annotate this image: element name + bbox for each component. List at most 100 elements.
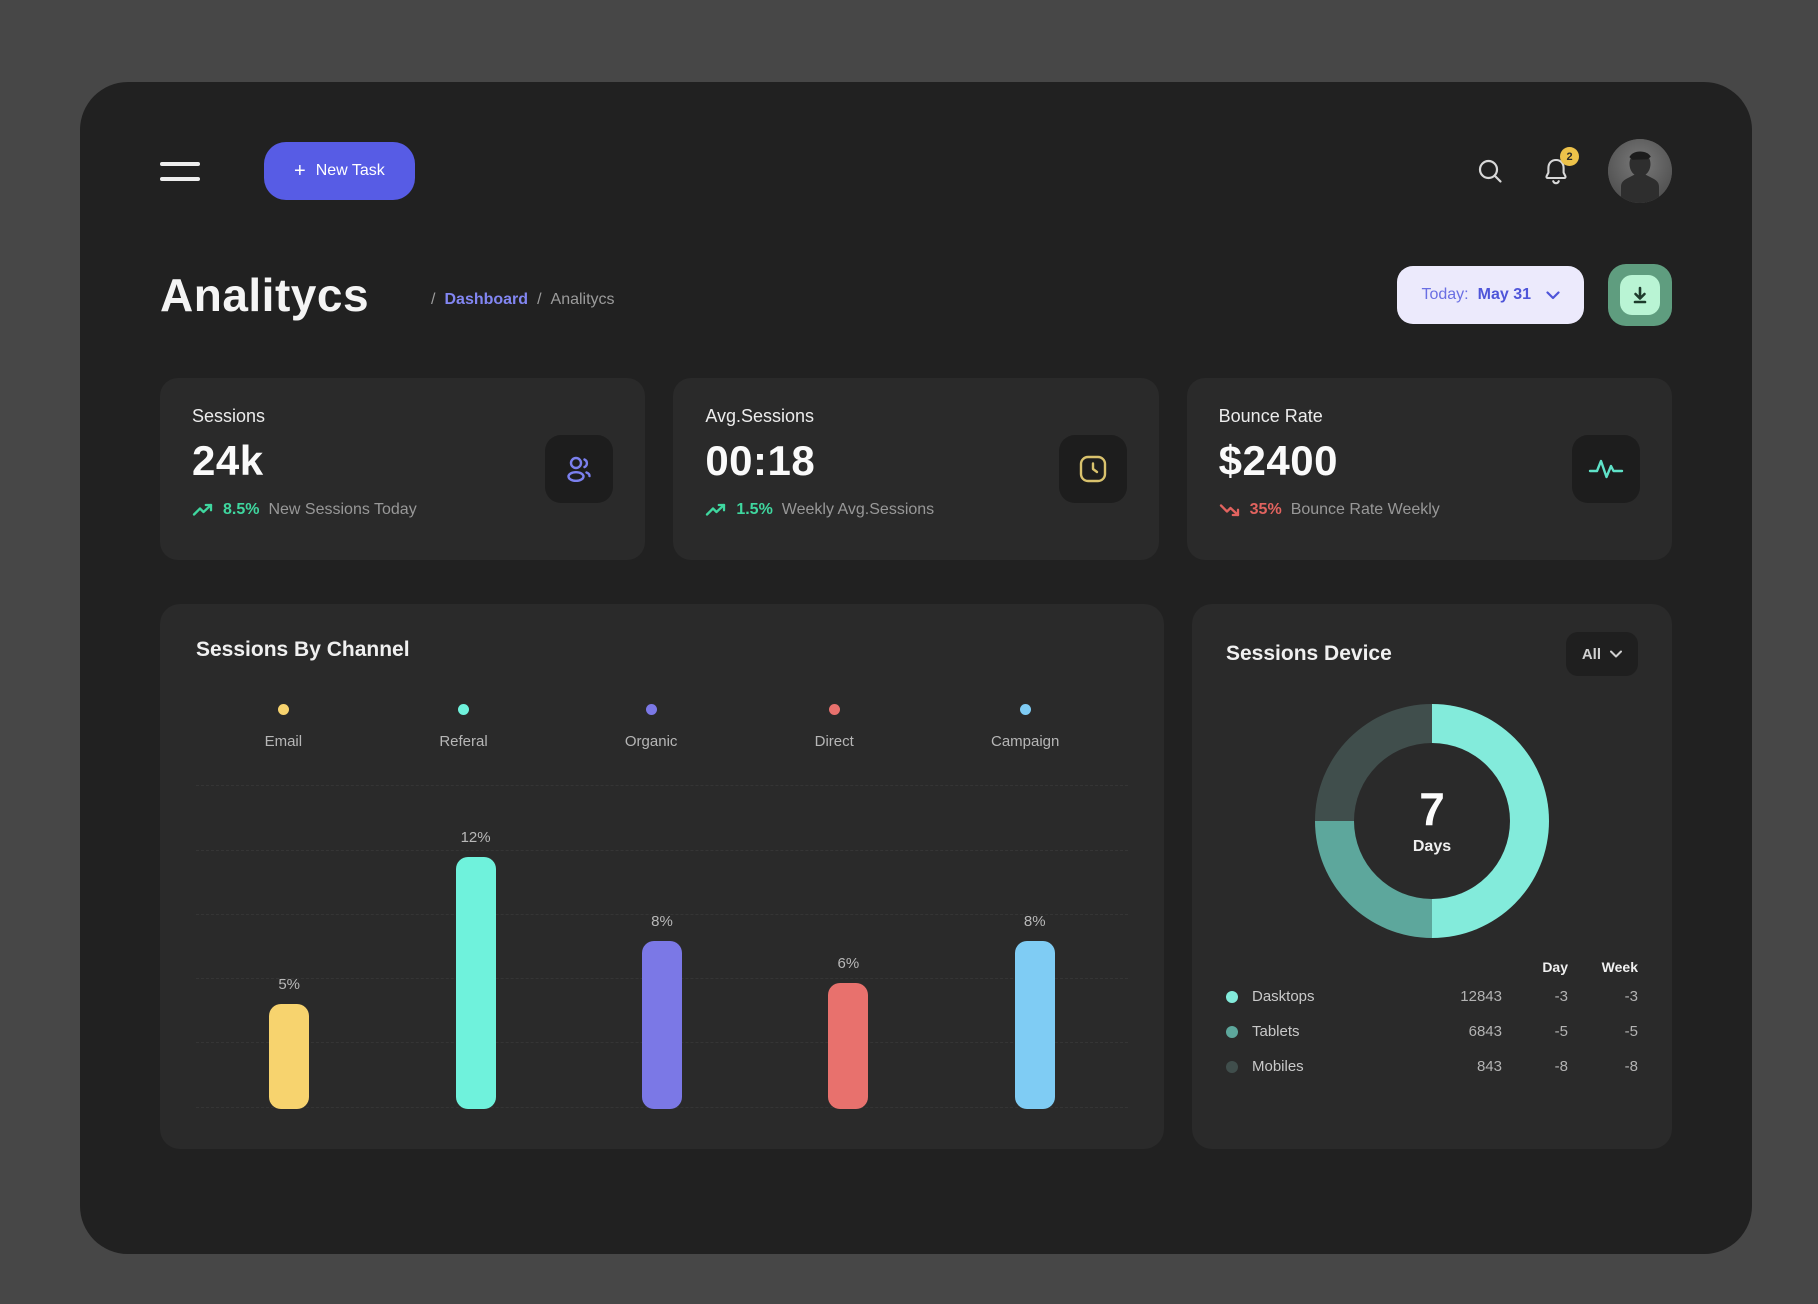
avatar-photo	[1608, 139, 1672, 203]
stat-icon-tile	[545, 435, 614, 503]
stat-delta: 1.5% Weekly Avg.Sessions	[705, 501, 934, 519]
legend-dot	[645, 704, 657, 715]
legend-label: Direct	[814, 733, 854, 750]
stat-info: Avg.Sessions 00:18 1.5% Weekly Avg.Sessi…	[705, 406, 934, 532]
legend-item-organic: Organic	[624, 704, 678, 750]
head-actions: Today: May 31	[1397, 264, 1672, 326]
device-value: 12843	[1460, 988, 1502, 1005]
stat-card-bounce-rate: Bounce Rate $2400 35% Bounce Rate Weekly	[1186, 378, 1672, 560]
page-title: Analitycs	[160, 269, 370, 321]
clock-icon	[1079, 455, 1106, 483]
date-filter-prefix: Today:	[1421, 286, 1469, 303]
new-task-button[interactable]: + New Task	[264, 142, 415, 200]
device-week-delta: -5	[1624, 1023, 1638, 1040]
device-value: 6843	[1468, 1023, 1502, 1040]
device-week-delta: -8	[1624, 1058, 1638, 1075]
menu-bar	[160, 161, 200, 166]
device-table-header: Day Week	[1226, 950, 1638, 979]
device-name: Mobiles	[1252, 1058, 1304, 1075]
charts-row: Sessions By Channel Email Referal Organi…	[160, 604, 1672, 1149]
bar-referal: 12%	[455, 829, 496, 1109]
date-filter-value: May 31	[1477, 286, 1531, 303]
legend-dot	[1019, 704, 1031, 715]
legend-label: Referal	[439, 733, 488, 750]
legend-label: Campaign	[990, 733, 1060, 750]
stat-info: Bounce Rate $2400 35% Bounce Rate Weekly	[1219, 406, 1440, 532]
bar-value-label: 5%	[278, 976, 301, 993]
stat-delta-value: 1.5%	[736, 501, 773, 518]
legend-label: Email	[264, 733, 303, 750]
bar-shape	[269, 1004, 310, 1109]
device-row-desktops: Dasktops 12843 -3 -3	[1226, 979, 1638, 1014]
notifications-button[interactable]: 2	[1542, 147, 1579, 186]
breadcrumb-dashboard-link[interactable]: Dashboard	[444, 291, 529, 308]
stat-info: Sessions 24k 8.5% New Sessions Today	[192, 406, 417, 532]
trend-up-icon	[192, 503, 213, 516]
stat-title: Bounce Rate	[1218, 406, 1323, 426]
sessions-device-card: Sessions Device All 7 Days	[1192, 604, 1672, 1149]
download-button[interactable]	[1608, 264, 1672, 326]
stat-delta-value: 8.5%	[223, 501, 260, 518]
device-filter-value: All	[1581, 645, 1601, 663]
stat-delta: 35% Bounce Rate Weekly	[1219, 501, 1440, 519]
legend-dot	[277, 704, 289, 715]
stat-delta-label: Weekly Avg.Sessions	[781, 501, 935, 518]
device-filter-dropdown[interactable]: All	[1565, 632, 1638, 676]
new-task-label: New Task	[315, 162, 385, 179]
device-day-delta: -8	[1554, 1058, 1568, 1075]
channel-legend: Email Referal Organic Direct	[196, 704, 1128, 750]
channel-chart-title: Sessions By Channel	[196, 638, 410, 661]
col-day: Day	[1542, 959, 1568, 975]
user-avatar[interactable]	[1608, 139, 1672, 203]
device-week-delta: -3	[1624, 988, 1638, 1005]
topbar-actions: 2	[1476, 139, 1672, 203]
date-filter-dropdown[interactable]: Today: May 31	[1397, 266, 1584, 324]
sessions-by-channel-card: Sessions By Channel Email Referal Organi…	[160, 604, 1164, 1149]
col-week: Week	[1601, 959, 1638, 975]
download-arrow-icon	[1633, 286, 1647, 304]
stat-value: $2400	[1218, 437, 1338, 484]
bar-value-label: 6%	[837, 955, 860, 972]
legend-item-campaign: Campaign	[991, 704, 1059, 750]
bar-shape	[641, 941, 682, 1109]
stats-row: Sessions 24k 8.5% New Sessions Today	[160, 378, 1672, 560]
search-icon	[1478, 159, 1502, 183]
device-row-tablets: Tablets 6843 -5 -5	[1226, 1014, 1638, 1049]
legend-dot	[457, 704, 469, 715]
download-inner	[1620, 275, 1660, 315]
notification-count-badge: 2	[1560, 147, 1579, 166]
breadcrumb-separator: /	[431, 291, 436, 308]
gridline	[196, 785, 1128, 787]
search-button[interactable]	[1476, 157, 1504, 185]
donut-center-label: Days	[1412, 838, 1452, 855]
device-donut-chart: 7 Days	[1315, 704, 1549, 938]
bell-icon	[1545, 158, 1567, 185]
stat-delta: 8.5% New Sessions Today	[192, 501, 417, 519]
stat-value: 24k	[192, 437, 264, 484]
stat-title: Avg.Sessions	[705, 406, 815, 426]
bar-chart-plot-area: 5% 12% 8% 6%	[196, 764, 1128, 1121]
bar-shape	[828, 983, 869, 1109]
device-dot	[1226, 1025, 1238, 1038]
donut-center: 7 Days	[1354, 743, 1510, 899]
legend-label: Organic	[624, 733, 678, 750]
stat-delta-label: New Sessions Today	[268, 501, 417, 518]
legend-item-email: Email	[264, 704, 303, 750]
device-value: 843	[1476, 1058, 1502, 1075]
stat-title: Sessions	[192, 406, 266, 426]
bar-organic: 8%	[641, 913, 682, 1109]
menu-button[interactable]	[160, 161, 204, 181]
legend-item-referal: Referal	[439, 704, 488, 750]
plus-icon: +	[294, 160, 306, 182]
stat-delta-label: Bounce Rate Weekly	[1290, 501, 1440, 518]
trend-down-icon	[1219, 504, 1239, 517]
bar-shape	[1014, 941, 1055, 1109]
stat-card-sessions: Sessions 24k 8.5% New Sessions Today	[160, 378, 646, 560]
main-panel: + New Task 2	[80, 82, 1752, 1254]
device-card-head: Sessions Device All	[1226, 632, 1638, 676]
device-dot	[1226, 1060, 1238, 1073]
page-head: Analitycs / Dashboard / Analitycs Today:…	[160, 264, 1672, 326]
stat-value: 00:18	[705, 437, 816, 484]
device-row-mobiles: Mobiles 843 -8 -8	[1226, 1049, 1638, 1084]
